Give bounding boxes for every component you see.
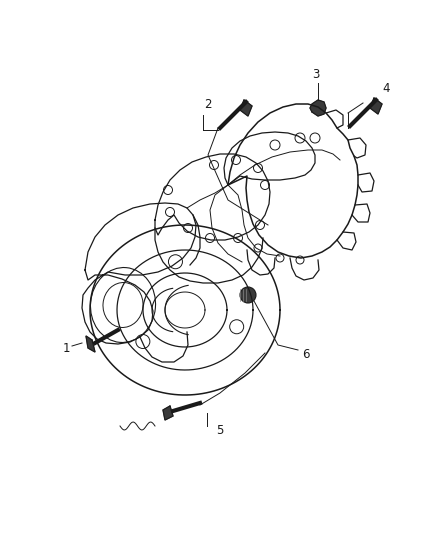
Text: 3: 3 bbox=[312, 69, 320, 82]
Text: 1: 1 bbox=[62, 342, 70, 354]
Polygon shape bbox=[86, 336, 95, 352]
Polygon shape bbox=[370, 98, 382, 114]
Text: 6: 6 bbox=[302, 349, 310, 361]
Polygon shape bbox=[240, 100, 252, 116]
Text: 4: 4 bbox=[382, 82, 390, 94]
Circle shape bbox=[240, 287, 256, 303]
Text: 5: 5 bbox=[216, 424, 224, 437]
Polygon shape bbox=[310, 100, 326, 116]
Polygon shape bbox=[163, 406, 173, 420]
Text: 2: 2 bbox=[204, 99, 212, 111]
